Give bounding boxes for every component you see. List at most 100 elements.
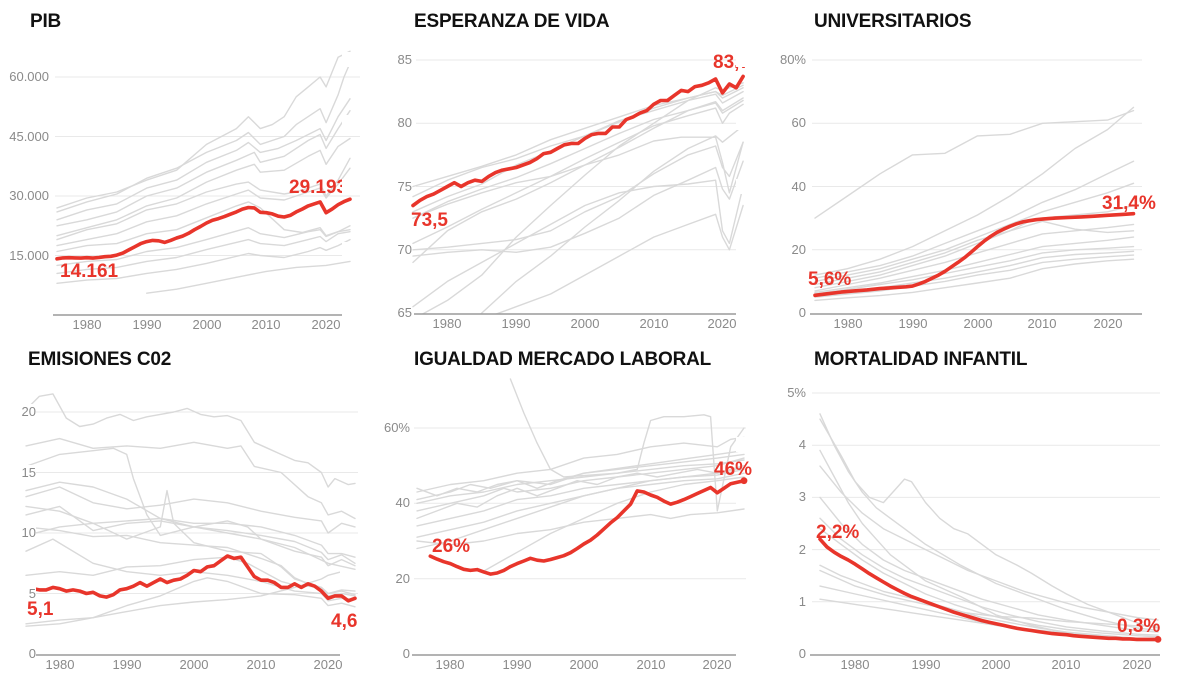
y-axis-tick-label: 4 [736,437,806,452]
x-axis-tick-label: 2010 [251,317,281,332]
background-country-line [25,556,356,595]
y-axis-tick-label: 60.000 [0,69,49,84]
background-country-line [819,465,1159,621]
background-country-line [56,98,351,221]
x-axis-tick-label: 1990 [898,316,928,331]
chart-title: ESPERANZA DE VIDA [414,11,610,32]
chart-title: IGUALDAD MERCADO LABORAL [414,349,712,370]
y-axis-tick-label: 60% [340,420,410,435]
background-country-line [145,260,351,294]
y-axis-tick-label: 1 [736,594,806,609]
background-country-line [56,157,351,241]
background-country-line [814,223,1135,292]
highlight-end-dot [740,477,748,485]
y-axis-tick-label: 0 [736,646,806,661]
chart-canvas-igualdad [412,378,748,656]
background-country-line [819,418,1159,629]
highlight-spain-line [428,478,746,576]
background-country-line [412,179,744,308]
y-axis-tick-label: 20 [0,404,36,419]
background-country-line [412,103,744,245]
y-axis-tick-label: 45.000 [0,129,49,144]
chart-canvas-emisiones [20,393,358,656]
x-axis-tick-label: 1980 [833,316,863,331]
chart-mortalidad: MORTALIDAD INFANTIL 0 1 2 3 4 5% 1980 1990 2000 20… [736,338,1200,675]
background-country-line [509,378,745,478]
background-country-line [25,393,356,488]
background-country-line [56,238,351,284]
x-axis-tick-label: 1990 [911,657,941,672]
x-axis-tick-label: 1980 [45,657,75,672]
chart-esperanza: ESPERANZA DE VIDA 65 70 75 80 85 1980 1990 2000 2… [342,0,800,337]
highlight-end-dot [1154,636,1162,643]
highlight-start-value-label: 73,5 [411,210,448,231]
x-axis-tick-label: 2000 [963,316,993,331]
background-country-line [819,527,1159,638]
highlight-spain-line [818,537,1160,642]
y-axis-tick-label: 80 [342,115,412,130]
x-axis-tick-label: 2000 [570,316,600,331]
highlight-spain-line [411,74,745,208]
y-axis-tick-label: 30.000 [0,188,49,203]
background-country-line [25,505,356,558]
background-country-line [25,437,356,520]
chart-universitarios: UNIVERSITARIOS 0 20 40 60 80% 1980 1990 2000 2010… [736,0,1200,337]
background-country-line [56,201,351,253]
x-axis-tick-label: 2010 [636,657,666,672]
y-axis-tick-label: 65 [342,305,412,320]
y-axis-tick-label: 60 [736,115,806,130]
background-country-line [416,449,745,497]
x-axis-tick-label: 2000 [569,657,599,672]
chart-igualdad: IGUALDAD MERCADO LABORAL 0 20 40 60% 1980 1990… [340,338,800,675]
y-axis-tick-label: 15 [0,465,36,480]
highlight-start-value-label: 5,6% [808,269,852,290]
y-axis-tick-label: 80% [736,52,806,67]
highlight-end-value-label: 31,4% [1102,193,1156,214]
background-country-line [56,226,351,267]
background-country-line [416,464,745,520]
y-axis-tick-label: 0 [340,646,410,661]
x-axis-tick-label: 2010 [246,657,276,672]
background-country-line [56,109,351,227]
background-country-line [814,109,1135,219]
x-axis-tick-label: 2020 [702,657,732,672]
background-country-line [412,99,744,219]
background-country-line [25,447,356,571]
highlight-end-value-label: 4,6 [331,611,358,632]
background-country-line [25,481,356,565]
highlight-end-value-label: 0,3% [1117,616,1161,637]
x-axis-tick-label: 2010 [1027,316,1057,331]
y-axis-tick-label: 5% [736,385,806,400]
x-axis-tick-label: 1980 [72,317,102,332]
background-country-line [56,230,351,275]
background-country-line [480,125,744,314]
background-country-line [814,254,1135,298]
y-axis-tick-label: 2 [736,542,806,557]
background-country-line [819,517,1159,636]
background-country-line [25,486,356,534]
background-country-line [814,258,1135,302]
background-country-line [416,414,745,512]
chart-canvas-esperanza [411,59,752,315]
x-axis-tick-label: 2020 [313,657,343,672]
x-axis-tick-label: 2010 [639,316,669,331]
highlight-spain-line [24,554,357,603]
background-country-line [416,436,745,493]
y-axis-tick-label: 20 [340,571,410,586]
y-axis-tick-label: 5 [0,586,36,601]
y-axis-tick-label: 40 [340,495,410,510]
background-country-line [412,141,744,251]
highlight-end-value-label: 46% [714,459,753,480]
background-country-line [25,538,356,602]
background-country-line [412,160,744,257]
background-country-line [814,204,1135,289]
x-axis-tick-label: 2000 [981,657,1011,672]
highlight-spain-line [813,211,1136,298]
y-axis-tick-label: 75 [342,179,412,194]
background-country-line [814,160,1135,279]
background-country-line [416,453,745,501]
background-country-line [814,106,1135,276]
background-country-line [412,84,744,188]
background-country-line [25,489,356,596]
